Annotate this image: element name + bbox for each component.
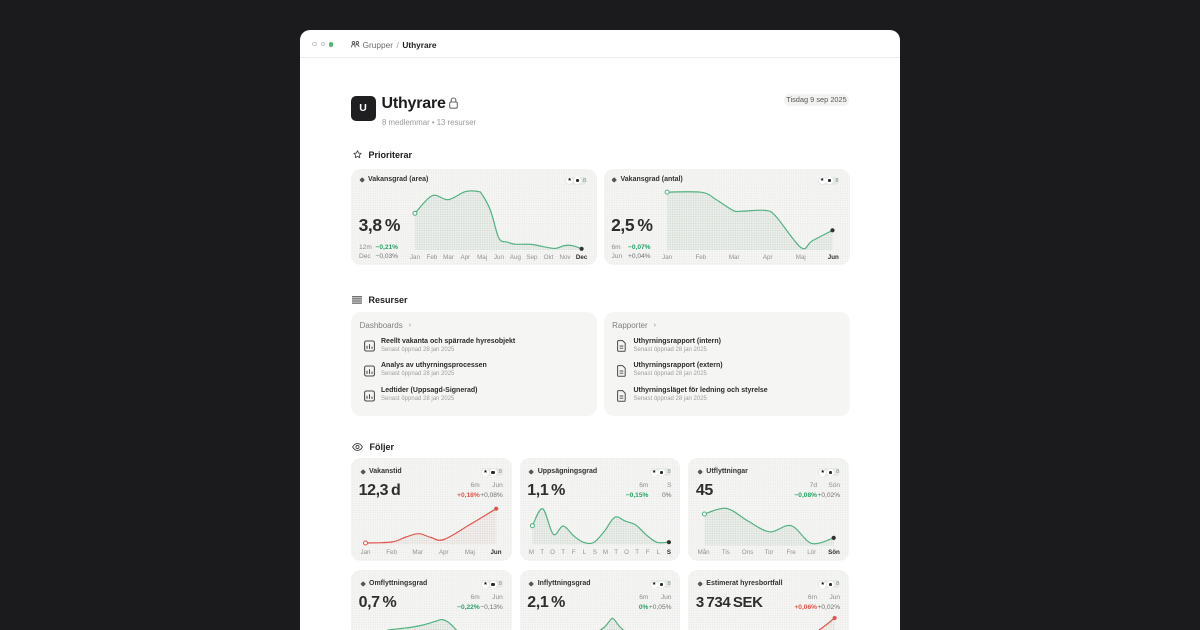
- svg-text:Feb: Feb: [386, 548, 397, 555]
- svg-text:T: T: [614, 548, 618, 555]
- svg-text:Tis: Tis: [722, 548, 730, 555]
- svg-text:Apr: Apr: [762, 253, 772, 260]
- svg-text:M: M: [603, 548, 608, 555]
- svg-text:F: F: [646, 548, 650, 555]
- svg-text:F: F: [572, 548, 576, 555]
- svg-text:Okt: Okt: [544, 253, 554, 260]
- svg-text:Maj: Maj: [465, 548, 475, 555]
- svg-text:Nov: Nov: [559, 253, 571, 260]
- svg-text:T: T: [561, 548, 565, 555]
- svg-text:Fre: Fre: [787, 548, 797, 555]
- svg-text:T: T: [635, 548, 639, 555]
- svg-text:Sep: Sep: [526, 253, 538, 260]
- svg-text:O: O: [550, 548, 555, 555]
- svg-text:Mån: Mån: [698, 548, 711, 555]
- svg-text:T: T: [540, 548, 544, 555]
- svg-text:Mar: Mar: [443, 253, 454, 260]
- svg-text:Mar: Mar: [412, 548, 423, 555]
- svg-text:Aug: Aug: [510, 253, 522, 260]
- svg-text:Jan: Jan: [662, 253, 673, 260]
- svg-text:Maj: Maj: [477, 253, 487, 260]
- svg-text:Dec: Dec: [576, 253, 588, 260]
- svg-text:Sön: Sön: [828, 548, 840, 555]
- svg-text:Jan: Jan: [410, 253, 421, 260]
- svg-text:Lör: Lör: [808, 548, 817, 555]
- svg-text:O: O: [624, 548, 629, 555]
- svg-text:Apr: Apr: [439, 548, 449, 555]
- svg-text:Tor: Tor: [765, 548, 774, 555]
- svg-text:Jun: Jun: [494, 253, 505, 260]
- svg-text:Apr: Apr: [460, 253, 470, 260]
- svg-text:Jun: Jun: [490, 548, 501, 555]
- svg-text:S: S: [667, 548, 671, 555]
- svg-text:M: M: [529, 548, 534, 555]
- svg-text:Feb: Feb: [427, 253, 438, 260]
- svg-text:Jan: Jan: [361, 548, 372, 555]
- svg-text:Jun: Jun: [827, 253, 838, 260]
- svg-text:Maj: Maj: [795, 253, 805, 260]
- svg-text:Feb: Feb: [695, 253, 706, 260]
- svg-text:L: L: [582, 548, 586, 555]
- svg-text:Ons: Ons: [742, 548, 753, 555]
- svg-text:Mar: Mar: [728, 253, 739, 260]
- svg-text:L: L: [656, 548, 660, 555]
- svg-text:S: S: [593, 548, 597, 555]
